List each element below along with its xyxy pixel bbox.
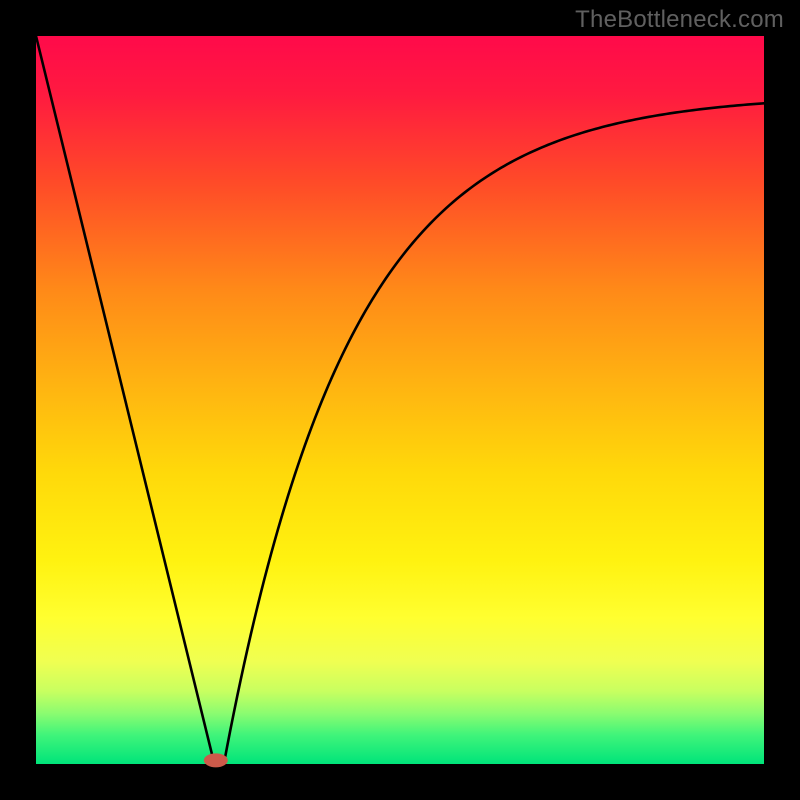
minimum-marker — [204, 753, 228, 767]
gradient-background — [36, 36, 764, 764]
bottleneck-curve-chart — [0, 0, 800, 800]
watermark-text: TheBottleneck.com — [575, 6, 784, 34]
chart-container: TheBottleneck.com — [0, 0, 800, 800]
